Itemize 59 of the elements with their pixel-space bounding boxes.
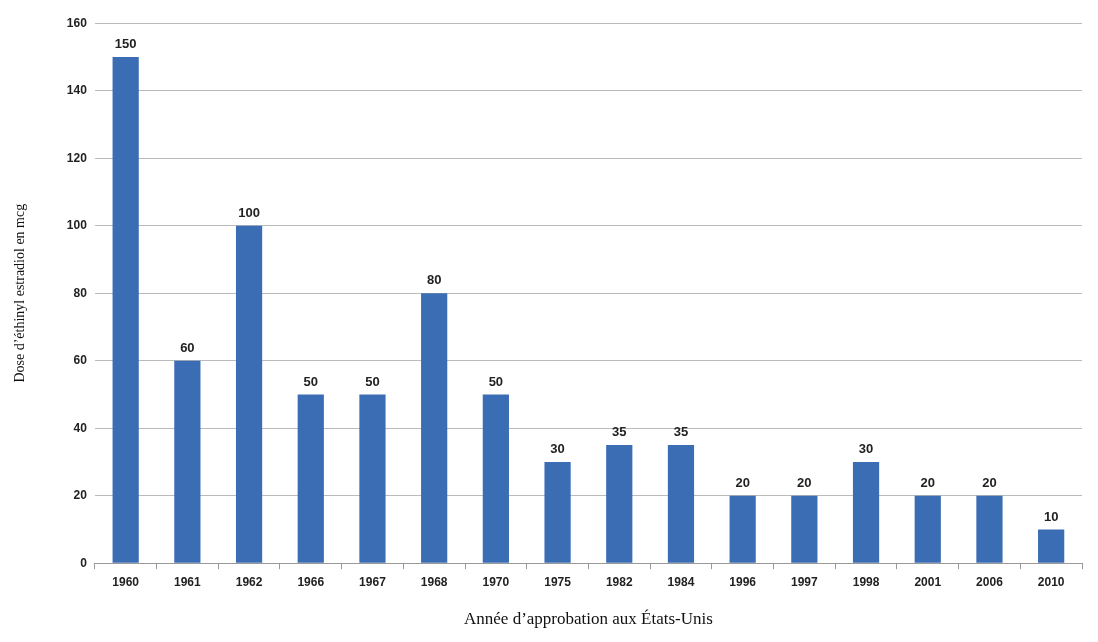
x-tick-label: 1982 xyxy=(605,574,633,589)
bar xyxy=(606,445,633,563)
data-label: 150 xyxy=(114,36,137,52)
bar xyxy=(852,461,880,563)
bar xyxy=(235,225,263,563)
x-tick-label: 1961 xyxy=(174,574,202,589)
x-axis-title: Année d’approbation aux États-Unis xyxy=(464,609,713,629)
data-label: 20 xyxy=(982,474,997,490)
data-label: 10 xyxy=(1043,508,1059,524)
x-tick-label: 1975 xyxy=(544,574,572,589)
bar xyxy=(791,495,818,563)
bar xyxy=(914,495,941,563)
data-label: 35 xyxy=(612,424,627,440)
x-tick-label: 2001 xyxy=(914,574,942,589)
x-tick-label: 1960 xyxy=(112,574,140,589)
x-tick-label: 1962 xyxy=(235,574,263,589)
bar xyxy=(297,394,324,563)
data-label: 50 xyxy=(488,373,504,389)
bar xyxy=(421,293,448,563)
bar xyxy=(544,461,571,563)
data-label: 50 xyxy=(365,373,380,389)
x-tick-label: 1966 xyxy=(297,574,325,589)
data-label: 100 xyxy=(238,204,260,220)
data-label: 50 xyxy=(303,373,318,389)
x-tick-label: 1968 xyxy=(420,574,448,589)
bar xyxy=(667,445,695,563)
x-tick-label: 1996 xyxy=(729,574,757,589)
x-tick-label: 2010 xyxy=(1037,574,1065,589)
x-tick-label: 1997 xyxy=(791,574,819,589)
y-tick-label: 40 xyxy=(73,420,88,435)
y-tick-label: 80 xyxy=(73,285,88,300)
bar xyxy=(976,495,1003,563)
bar xyxy=(359,394,386,563)
data-label: 30 xyxy=(550,441,565,457)
bar xyxy=(112,56,139,563)
y-tick-label: 140 xyxy=(66,83,88,98)
data-label: 20 xyxy=(920,474,935,490)
data-label: 60 xyxy=(180,339,195,355)
data-label: 20 xyxy=(735,474,750,490)
y-tick-label: 20 xyxy=(73,488,88,503)
x-tick-label: 1998 xyxy=(852,574,880,589)
y-tick-label: 0 xyxy=(80,555,88,570)
bar xyxy=(482,394,509,563)
y-tick-label: 160 xyxy=(66,15,88,30)
data-label: 35 xyxy=(673,424,689,440)
y-axis-title: Dose d’éthinyl estradiol en mcg xyxy=(12,203,28,383)
data-label: 20 xyxy=(797,474,812,490)
data-label: 80 xyxy=(426,272,442,288)
y-tick-label: 120 xyxy=(66,150,88,165)
data-label: 30 xyxy=(858,441,874,457)
x-tick-label: 1970 xyxy=(482,574,510,589)
y-tick-label: 60 xyxy=(73,353,88,368)
bar xyxy=(174,360,201,563)
y-tick-label: 100 xyxy=(66,218,88,233)
x-tick-label: 1967 xyxy=(359,574,387,589)
x-tick-label: 2006 xyxy=(976,574,1004,589)
x-tick-label: 1984 xyxy=(667,574,695,589)
bar xyxy=(1038,529,1065,563)
bar xyxy=(729,495,756,563)
